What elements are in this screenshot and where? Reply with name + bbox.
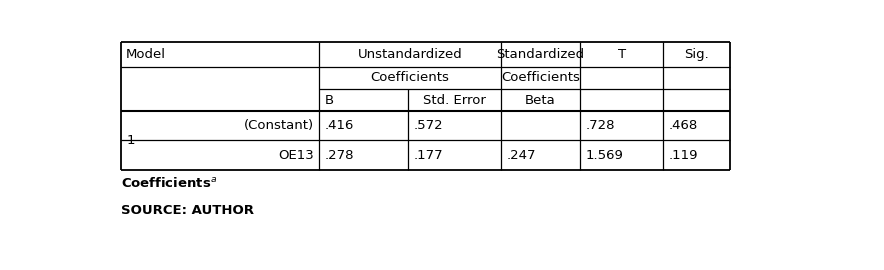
Text: (Constant): (Constant)	[244, 119, 314, 132]
Text: .247: .247	[507, 148, 536, 161]
Text: .177: .177	[414, 148, 443, 161]
Text: Sig.: Sig.	[684, 48, 709, 61]
Text: 1.569: 1.569	[585, 148, 623, 161]
Text: Standardized: Standardized	[497, 48, 584, 61]
Text: Model: Model	[126, 48, 166, 61]
Text: .468: .468	[668, 119, 697, 132]
Text: .416: .416	[324, 119, 354, 132]
Text: Coefficients: Coefficients	[370, 71, 449, 84]
Text: SOURCE: AUTHOR: SOURCE: AUTHOR	[121, 204, 254, 217]
Text: 1: 1	[126, 134, 134, 147]
Text: Unstandardized: Unstandardized	[358, 48, 462, 61]
Text: Coefficients: Coefficients	[501, 71, 580, 84]
Text: OE13: OE13	[278, 148, 314, 161]
Text: .572: .572	[414, 119, 443, 132]
Text: .728: .728	[585, 119, 615, 132]
Text: .119: .119	[668, 148, 697, 161]
Text: Beta: Beta	[525, 94, 556, 107]
Text: Std. Error: Std. Error	[423, 94, 486, 107]
Text: Coefficients$^a$: Coefficients$^a$	[121, 176, 217, 190]
Text: T: T	[618, 48, 626, 61]
Text: .278: .278	[324, 148, 354, 161]
Text: B: B	[324, 94, 333, 107]
